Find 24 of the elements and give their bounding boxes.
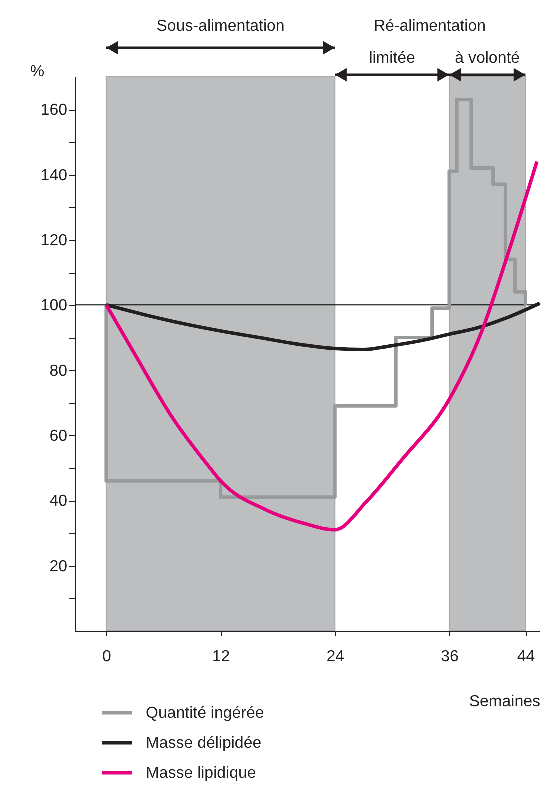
x-tick-label: 36	[441, 648, 459, 666]
y-tick-label: 100	[40, 298, 68, 315]
y-tick-label: 120	[40, 232, 68, 250]
legend-label: Masse délipidée	[146, 735, 262, 752]
line-series	[104, 160, 539, 532]
band-label: à volonté	[455, 50, 520, 67]
y-tick-label: 60	[50, 428, 68, 445]
x-tick-label: 12	[212, 648, 230, 666]
line-series	[104, 302, 542, 352]
legend-label: Masse lipidique	[146, 765, 256, 782]
y-tick-label: 140	[40, 167, 68, 184]
y-tick-label: 40	[50, 493, 68, 510]
x-tick-label: 24	[326, 648, 345, 666]
legend-label: Quantité ingérée	[146, 705, 264, 722]
x-tick-label: 0	[102, 648, 112, 666]
band-label: Sous-alimentation	[156, 18, 285, 35]
x-tick-label: 44	[517, 648, 536, 666]
x-axis-title: Semaines	[469, 694, 540, 710]
y-axis-title: %	[30, 64, 45, 80]
text: Ré-alimentation	[374, 18, 486, 35]
y-tick-label: 160	[40, 102, 68, 120]
text: limitée	[369, 50, 416, 67]
y-tick-label: 20	[50, 558, 68, 576]
y-tick-label: 80	[50, 362, 68, 380]
